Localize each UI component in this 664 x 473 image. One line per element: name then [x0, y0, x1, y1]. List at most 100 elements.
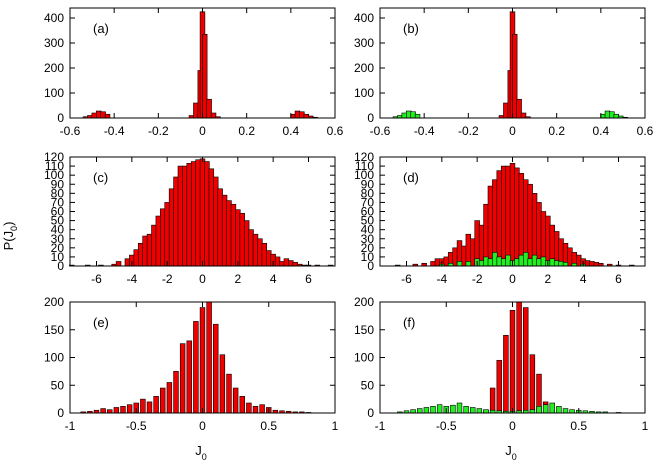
x-tick-label: 0.5	[260, 419, 277, 433]
histogram-bar	[124, 258, 131, 267]
histogram-bar	[523, 252, 529, 267]
histogram-bar	[511, 33, 518, 119]
x-tick-label: 0	[509, 272, 516, 286]
y-tick-label: 90	[51, 177, 65, 191]
x-tick-label: 0.4	[282, 124, 299, 138]
x-tick-label: -0.4	[414, 124, 435, 138]
y-tick-label: 100	[354, 86, 374, 100]
histogram-bar	[518, 173, 525, 267]
x-axis-label-right: J0	[505, 443, 517, 462]
y-tick-label: 120	[354, 150, 374, 164]
histogram-bar	[252, 406, 259, 414]
histogram-bar	[235, 209, 241, 267]
histogram-bar	[523, 307, 529, 414]
histogram-bar	[589, 261, 595, 267]
y-tick-label: 40	[51, 223, 65, 237]
y-tick-label: 100	[44, 351, 64, 365]
histogram-bar	[173, 176, 179, 267]
x-tick-label: 0	[199, 419, 206, 433]
histogram-bar	[436, 404, 443, 414]
x-tick-label: -1	[375, 419, 386, 433]
histogram-bar	[503, 102, 509, 119]
histogram-bar	[91, 112, 97, 119]
histogram-bar	[405, 110, 412, 119]
histogram-bar	[246, 402, 252, 414]
histogram-bar	[536, 258, 542, 267]
histogram-bar	[430, 406, 436, 414]
y-tick-label: 150	[354, 323, 374, 337]
histogram-bar	[613, 113, 620, 119]
y-tick-label: 30	[51, 232, 65, 246]
histogram-bar	[113, 407, 120, 414]
histogram-bar	[193, 102, 199, 119]
histogram-bar	[217, 188, 223, 267]
histogram-bar	[430, 261, 436, 267]
histogram-bar	[206, 301, 212, 414]
histogram-bar	[536, 202, 542, 267]
y-tick-label: 300	[354, 36, 374, 50]
histogram-bar	[303, 113, 310, 119]
histogram-bar	[208, 168, 215, 267]
histogram-bar	[226, 200, 232, 267]
y-tick-label: 20	[51, 241, 65, 255]
histogram-bar	[274, 256, 281, 267]
x-tick-label: 1	[332, 419, 339, 433]
histogram-bar	[450, 404, 456, 414]
y-tick-label: 400	[354, 11, 374, 25]
histogram-bar	[505, 254, 511, 267]
histogram-bar	[483, 256, 489, 267]
histogram-bar	[452, 247, 458, 267]
histogram-bar	[562, 408, 569, 414]
y-tick-label: 100	[44, 86, 64, 100]
histogram-bar	[540, 256, 547, 267]
x-tick-label: 2	[544, 272, 551, 286]
x-tick-label: -0.5	[126, 419, 147, 433]
histogram-bar	[527, 258, 533, 267]
histogram-bar	[423, 407, 430, 414]
histogram-bar	[294, 110, 301, 119]
x-tick-label: 4	[580, 272, 587, 286]
y-tick-label: 50	[361, 378, 375, 392]
x-tick-label: -1	[65, 419, 76, 433]
histogram-bar	[290, 113, 296, 119]
histogram-bar	[584, 260, 591, 267]
x-tick-label: 6	[305, 272, 312, 286]
histogram-bar	[492, 252, 498, 267]
histogram-bar	[514, 258, 520, 267]
histogram-bar	[279, 261, 285, 267]
x-tick-label: 0.2	[548, 124, 565, 138]
histogram-bar	[199, 307, 206, 414]
histogram-bar	[414, 113, 421, 119]
histogram-bar	[193, 321, 199, 414]
y-tick-label: 80	[361, 186, 375, 200]
panel-0: 0 100 200 300 400 -0.6 -0.4 -0.2 0 0.2 0.4 0.6 (a)	[44, 7, 344, 138]
histogram-bar	[182, 165, 188, 267]
histogram-bar	[461, 245, 467, 267]
histogram-bar	[213, 176, 219, 267]
histogram-bar	[520, 112, 527, 119]
histogram-bar	[500, 258, 507, 267]
panel-5: 0 50 100 150 200 -1 -0.5 0 0.5 1 (f)	[354, 295, 649, 433]
histogram-bar	[155, 215, 162, 267]
y-tick-label: 200	[354, 295, 374, 309]
y-tick-label: 90	[361, 177, 375, 191]
histogram-bar	[137, 242, 144, 267]
histogram-bar	[210, 112, 217, 119]
histogram-bar	[100, 408, 106, 414]
y-tick-label: 50	[51, 214, 65, 228]
histogram-bar	[206, 98, 212, 119]
panel-4: 0 50 100 150 200 -1 -0.5 0 0.5 1 (e)	[44, 295, 339, 433]
histogram-bar	[487, 258, 494, 267]
histogram-bar	[443, 256, 449, 267]
x-tick-label: 0	[509, 124, 516, 138]
histogram-bar	[505, 165, 511, 267]
histogram-bar	[576, 254, 582, 267]
x-tick-label: -2	[162, 272, 173, 286]
x-tick-label: 0.4	[592, 124, 609, 138]
panel-tag: (b)	[403, 21, 419, 36]
histogram-bar	[259, 404, 265, 414]
histogram-bar	[160, 208, 166, 267]
histogram-bar	[266, 250, 272, 267]
